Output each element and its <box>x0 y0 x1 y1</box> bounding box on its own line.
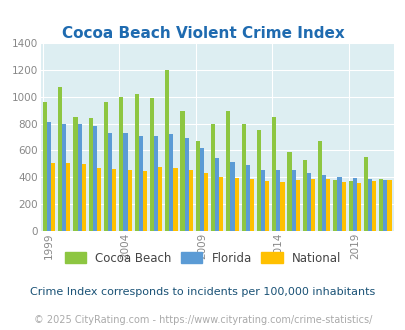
Bar <box>280 182 284 231</box>
Bar <box>317 141 322 231</box>
Bar <box>143 171 147 231</box>
Bar <box>230 162 234 231</box>
Bar <box>180 112 184 231</box>
Bar <box>260 170 264 231</box>
Bar <box>337 177 341 231</box>
Bar <box>169 134 173 231</box>
Bar <box>127 170 131 231</box>
Bar <box>302 160 306 231</box>
Bar <box>119 97 123 231</box>
Bar <box>333 180 337 231</box>
Bar <box>165 70 169 231</box>
Bar <box>108 133 112 231</box>
Bar <box>341 182 345 231</box>
Bar <box>184 138 188 231</box>
Bar <box>153 136 158 231</box>
Bar <box>112 169 116 231</box>
Bar <box>58 87 62 231</box>
Bar <box>77 123 81 231</box>
Bar <box>203 173 208 231</box>
Bar <box>371 181 375 231</box>
Bar <box>226 112 230 231</box>
Legend: Cocoa Beach, Florida, National: Cocoa Beach, Florida, National <box>60 247 345 269</box>
Text: © 2025 CityRating.com - https://www.cityrating.com/crime-statistics/: © 2025 CityRating.com - https://www.city… <box>34 315 371 325</box>
Bar <box>93 126 97 231</box>
Bar <box>134 94 139 231</box>
Bar <box>219 177 223 231</box>
Bar <box>363 157 367 231</box>
Bar <box>352 178 356 231</box>
Bar <box>245 165 249 231</box>
Bar <box>310 179 314 231</box>
Bar <box>291 170 295 231</box>
Bar <box>348 181 352 231</box>
Bar <box>51 163 55 231</box>
Bar <box>367 179 371 231</box>
Bar <box>62 123 66 231</box>
Bar <box>66 163 70 231</box>
Bar <box>97 168 101 231</box>
Bar <box>47 122 51 231</box>
Bar <box>139 136 143 231</box>
Bar <box>276 170 280 231</box>
Bar <box>215 158 219 231</box>
Bar <box>382 180 386 231</box>
Bar <box>264 181 269 231</box>
Text: Cocoa Beach Violent Crime Index: Cocoa Beach Violent Crime Index <box>62 26 343 41</box>
Bar <box>234 178 238 231</box>
Bar <box>287 152 291 231</box>
Bar <box>43 102 47 231</box>
Bar <box>104 102 108 231</box>
Bar <box>149 98 153 231</box>
Bar <box>271 117 276 231</box>
Text: Crime Index corresponds to incidents per 100,000 inhabitants: Crime Index corresponds to incidents per… <box>30 287 375 297</box>
Bar <box>295 180 299 231</box>
Bar <box>249 179 254 231</box>
Bar <box>199 148 203 231</box>
Bar <box>256 130 260 231</box>
Bar <box>386 180 391 231</box>
Bar <box>306 173 310 231</box>
Bar <box>356 182 360 231</box>
Bar <box>195 141 199 231</box>
Bar <box>322 175 326 231</box>
Bar <box>326 179 330 231</box>
Bar <box>73 117 77 231</box>
Bar <box>123 133 127 231</box>
Bar <box>188 170 192 231</box>
Bar <box>173 168 177 231</box>
Bar <box>88 118 93 231</box>
Bar <box>241 123 245 231</box>
Bar <box>158 167 162 231</box>
Bar <box>211 123 215 231</box>
Bar <box>81 164 85 231</box>
Bar <box>378 179 382 231</box>
